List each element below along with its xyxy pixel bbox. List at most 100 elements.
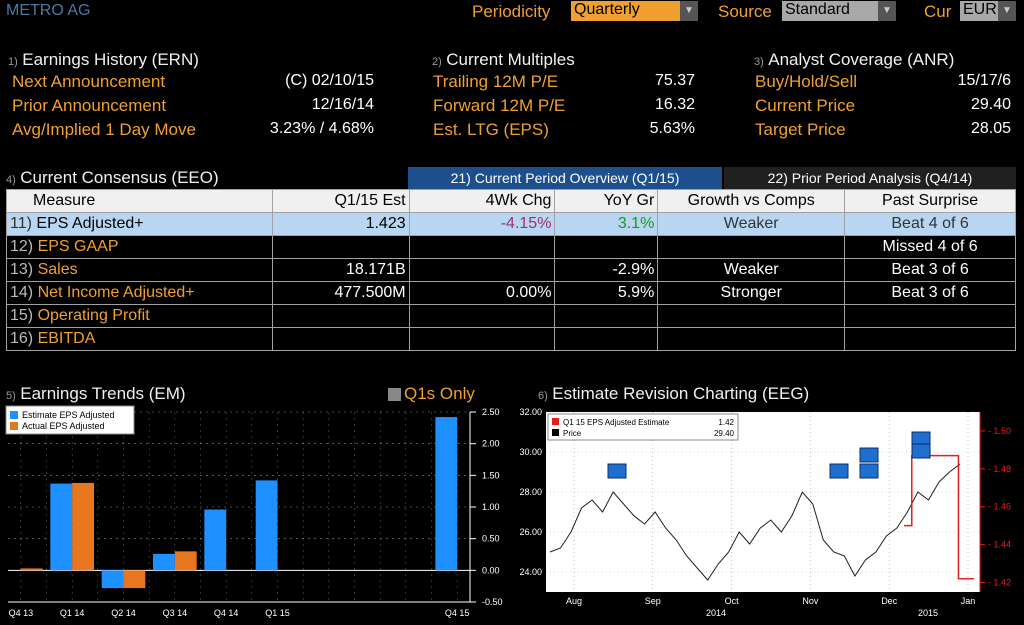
year-label: 2014 [706, 608, 726, 618]
bar [72, 482, 94, 571]
bar [101, 570, 124, 589]
x-tick-label: Q3 14 [163, 608, 188, 618]
column-header[interactable]: YoY Gr [554, 189, 659, 213]
row-value: 15/17/6 [957, 72, 1011, 89]
chevron-down-icon[interactable]: ▼ [878, 1, 896, 21]
comps-cell: Weaker [657, 258, 846, 282]
table-row[interactable]: 12) EPS GAAP Missed 4 of 6 [6, 235, 1016, 259]
periodicity-value: Quarterly [571, 1, 680, 21]
estimate-cell: 1.423 [271, 212, 410, 236]
x-tick-label: Jan [961, 596, 976, 606]
estimate-line [904, 454, 974, 580]
surprise-cell [844, 327, 1016, 351]
table-row[interactable]: 15) Operating Profit [6, 304, 1016, 328]
table-row[interactable]: 14) Net Income Adjusted+ 477.500M 0.00% … [6, 281, 1016, 305]
y-tick-label: 28.00 [519, 487, 542, 497]
row-label: Est. LTG (EPS) [433, 120, 549, 139]
bar [435, 417, 458, 571]
measure-cell: 13) Sales [6, 258, 273, 282]
table-row[interactable]: 13) Sales 18.171B -2.9% Weaker Beat 3 of… [6, 258, 1016, 282]
measure-label: EBITDA [37, 330, 96, 347]
column-header[interactable]: Measure [6, 189, 273, 213]
y2-tick-label: - 1.50 [988, 426, 1011, 436]
x-tick-label: Q2 14 [111, 608, 136, 618]
estimate-revision-chart: 24.00 26.00 28.00 30.00 32.00 - 1.42 - 1.44 - 1… [519, 407, 1011, 618]
earnings-history-header[interactable]: 1) Earnings History (ERN) [8, 50, 199, 70]
event-marker [859, 463, 879, 479]
yoy-cell: -2.9% [554, 258, 659, 282]
legend-swatch [552, 418, 559, 425]
column-header[interactable]: Growth vs Comps [657, 189, 846, 213]
q1s-only-toggle[interactable]: Q1s Only [388, 384, 475, 404]
analyst-coverage-header[interactable]: 3) Analyst Coverage (ANR) [754, 50, 954, 70]
analyst-coverage-list: Buy/Hold/Sell 15/17/6 Current Price 29.4… [755, 72, 1011, 144]
yoy-cell [554, 235, 659, 259]
estimate-cell [271, 327, 410, 351]
y2-tick-label: - 1.42 [988, 578, 1011, 588]
currency-dropdown[interactable]: EUR ▼ [960, 1, 1016, 21]
section-number: 6) [538, 390, 548, 402]
yoy-cell [554, 304, 659, 328]
table-row[interactable]: 16) EBITDA [6, 327, 1016, 351]
tab-prior-period[interactable]: 22) Prior Period Analysis (Q4/14) [724, 167, 1016, 189]
legend-label: Estimate EPS Adjusted [22, 410, 115, 420]
row-label: Trailing 12M P/E [433, 72, 559, 91]
y-tick-label: 30.00 [519, 447, 542, 457]
y-tick-label: 2.00 [482, 439, 500, 449]
section-title: Earnings History (ERN) [22, 50, 199, 69]
toggle-label: Q1s Only [404, 384, 475, 403]
yoy-cell: 5.9% [554, 281, 659, 305]
measure-cell: 15) Operating Profit [6, 304, 273, 328]
row-value: 29.40 [970, 96, 1011, 113]
measure-label: Net Income Adjusted+ [37, 284, 195, 301]
y2-tick-label: - 1.46 [988, 502, 1011, 512]
row-label: Target Price [755, 120, 846, 139]
change-cell [408, 258, 556, 282]
comps-cell [657, 304, 846, 328]
event-marker [829, 463, 849, 479]
current-multiples-header[interactable]: 2) Current Multiples [432, 50, 575, 70]
legend-label: Q1 15 EPS Adjusted Estimate [563, 418, 670, 427]
y-tick-label: 26.00 [519, 527, 542, 537]
x-tick-label: Dec [881, 596, 898, 606]
estimate-revision-header[interactable]: 6) Estimate Revision Charting (EEG) [538, 384, 809, 404]
legend-swatch [10, 411, 18, 419]
measure-label: Sales [37, 261, 78, 278]
estimate-cell: 477.500M [271, 281, 410, 305]
row-value: 3.23% / 4.68% [269, 120, 374, 137]
x-tick-label: Q4 14 [214, 608, 239, 618]
bar [123, 570, 146, 589]
table-row[interactable]: 11) EPS Adjusted+ 1.423 -4.15% 3.1% Weak… [6, 212, 1016, 236]
chevron-down-icon[interactable]: ▼ [998, 1, 1016, 21]
periodicity-label: Periodicity [472, 2, 551, 21]
earnings-trends-chart: -0.50 0.00 0.50 1.00 1.50 2.00 2.50 Q4 13 Q1 14 Q… [4, 404, 510, 622]
row-number: 15) [10, 307, 34, 324]
legend-swatch [552, 429, 559, 436]
checkbox-icon[interactable] [388, 387, 401, 401]
earnings-trends-header[interactable]: 5) Earnings Trends (EM) [6, 384, 186, 404]
earnings-history-list: Next Announcement (C) 02/10/15 Prior Ann… [12, 72, 374, 144]
event-marker [911, 443, 931, 459]
column-header[interactable]: 4Wk Chg [408, 189, 556, 213]
row-number: 13) [10, 261, 34, 278]
consensus-header[interactable]: 4) Current Consensus (EEO) [6, 168, 219, 188]
column-header[interactable]: Past Surprise [844, 189, 1016, 213]
measure-cell: 12) EPS GAAP [6, 235, 273, 259]
year-label: 2015 [918, 608, 938, 618]
surprise-cell: Missed 4 of 6 [844, 235, 1016, 259]
list-item: Trailing 12M P/E 75.37 [433, 72, 695, 96]
y2-tick-label: - 1.48 [988, 464, 1011, 474]
source-dropdown[interactable]: Standard ▼ [782, 1, 896, 21]
event-marker [607, 463, 627, 479]
chevron-down-icon[interactable]: ▼ [680, 1, 698, 21]
periodicity-dropdown[interactable]: Quarterly ▼ [571, 1, 698, 21]
section-number: 4) [6, 174, 16, 186]
row-number: 12) [10, 238, 34, 255]
bar [153, 553, 175, 571]
tab-current-period[interactable]: 21) Current Period Overview (Q1/15) [408, 167, 722, 189]
list-item: Next Announcement (C) 02/10/15 [12, 72, 374, 96]
row-label: Next Announcement [12, 72, 166, 91]
row-value: 16.32 [654, 96, 695, 113]
column-header[interactable]: Q1/15 Est [271, 189, 410, 213]
list-item: Target Price 28.05 [755, 120, 1011, 144]
